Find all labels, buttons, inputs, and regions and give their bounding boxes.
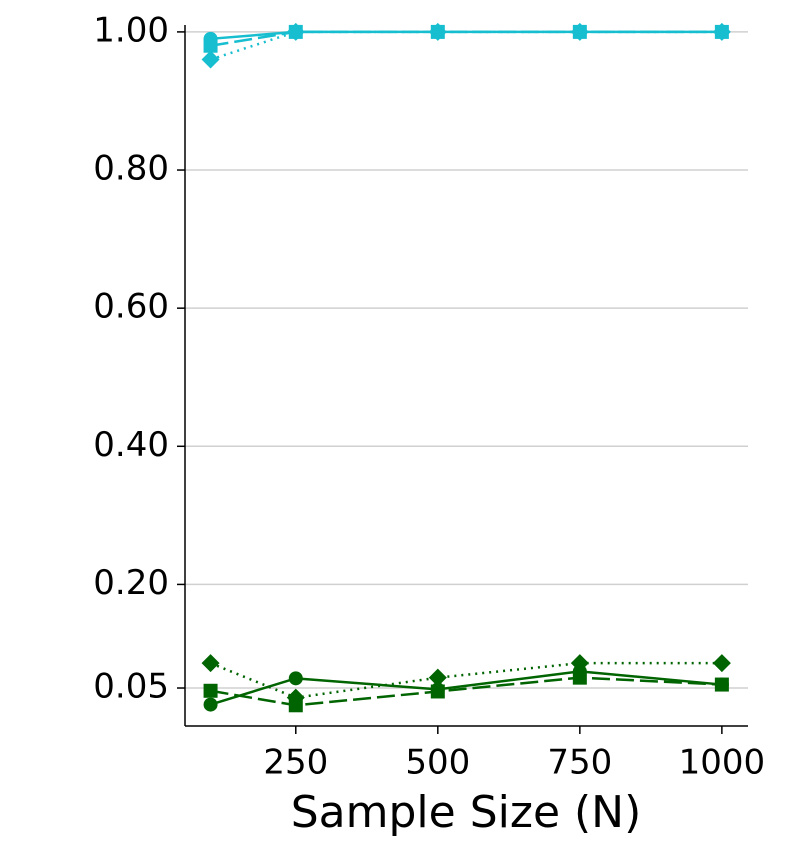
marker xyxy=(712,654,731,673)
marker xyxy=(712,22,731,41)
series-line xyxy=(210,30,722,61)
marker xyxy=(203,38,218,53)
y-tick-label: 0.05 xyxy=(93,667,169,707)
x-tick-label: 250 xyxy=(263,743,328,783)
y-tick-label: 0.40 xyxy=(93,425,169,465)
marker xyxy=(286,688,305,707)
marker xyxy=(428,668,447,687)
y-tick-label: 1.00 xyxy=(93,10,169,50)
series-line xyxy=(210,30,722,47)
marker xyxy=(570,654,589,673)
marker xyxy=(428,22,447,41)
marker xyxy=(201,654,220,673)
x-tick-label: 750 xyxy=(547,743,612,783)
marker xyxy=(430,684,445,699)
x-tick-label: 500 xyxy=(405,743,470,783)
marker xyxy=(288,671,303,686)
y-tick-label: 0.60 xyxy=(93,287,169,327)
y-tick-label: 0.20 xyxy=(93,563,169,603)
x-tick-label: 1000 xyxy=(679,743,766,783)
marker xyxy=(714,677,729,692)
marker xyxy=(203,683,218,698)
marker xyxy=(201,50,220,69)
marker xyxy=(572,670,587,685)
y-tick-label: 0.80 xyxy=(93,149,169,189)
marker xyxy=(203,697,218,712)
marker xyxy=(286,22,305,41)
marker xyxy=(570,22,589,41)
x-axis-label: Sample Size (N) xyxy=(291,787,642,838)
